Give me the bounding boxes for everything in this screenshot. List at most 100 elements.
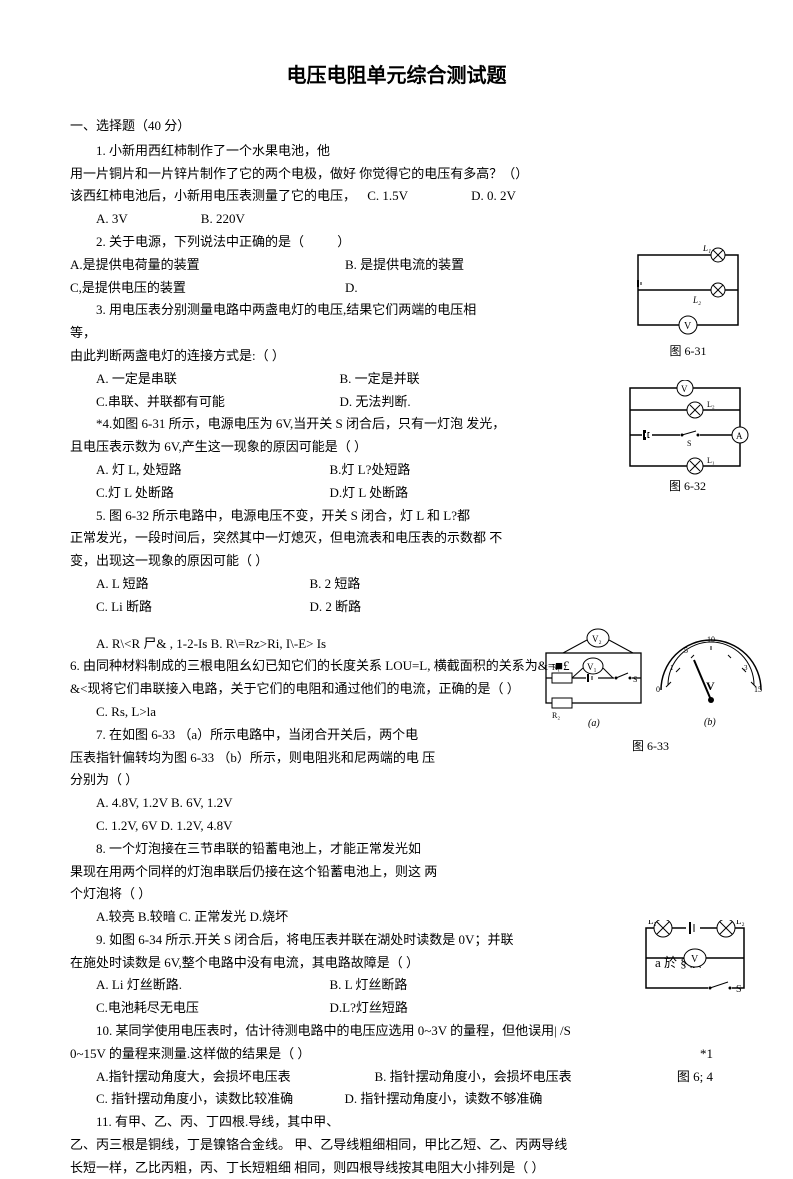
q2-opts-row1: A.是提供电荷量的装置 B. 是提供电流的装置 [70, 255, 723, 276]
svg-text:L₂: L₂ [707, 400, 715, 409]
svg-text:15: 15 [754, 685, 762, 694]
q7-opts1: A. 4.8V, 1.2V B. 6V, 1.2V [70, 793, 723, 814]
figure-6-31-caption: 图 6-31 [628, 342, 748, 361]
svg-text:S: S [633, 675, 637, 684]
q5-optA: A. L 短路 [96, 574, 310, 595]
figure-6-34: L₁ L₂ V S [638, 920, 753, 1000]
q8-opts: A.较亮 B.较暗 C. 正常发光 D.烧坏 [70, 907, 723, 928]
q1-optB: B. 220V [201, 211, 245, 226]
q10-lead: 10. 某同学使用电压表时，估计待测电路中的电压应选用 0~3V 的量程，但他误… [70, 1021, 723, 1042]
svg-text:(b): (b) [704, 717, 716, 728]
svg-text:0: 0 [656, 685, 660, 694]
figure-6-32: V L₂ S A L₁ 图 6-32 [620, 380, 755, 496]
q9-opts-ab: A. Li 灯丝断路. B. L 灯丝断路 [70, 975, 723, 996]
section-1-header: 一、选择题（40 分） [70, 116, 723, 137]
q9-line2: 在施处时读数是 6V,整个电路中没有电流，其电路故障是（ ） a 於 § 於 [70, 953, 723, 974]
q5-optD: D. 2 断路 [310, 597, 524, 618]
q10-optC: C. 指针摆动角度小，读数比较准确 [96, 1089, 345, 1110]
svg-text:L₂: L₂ [692, 295, 701, 305]
q1-line3: 该西红柿电池后，小新用电压表测量了它的电压， C. 1.5V D. 0. 2V [70, 186, 723, 207]
q10-optD: D. 指针摆动角度小，读数不够准确 [345, 1089, 594, 1110]
q9-optA: A. Li 灯丝断路. [96, 975, 330, 996]
q1-opts-ab: A. 3V B. 220V [70, 209, 723, 230]
q8-line2: 果现在用两个同样的灯泡串联后仍接在这个铅蓄电池上，则这 两 [70, 862, 723, 883]
q10-figlabel: 图 6; 4 [653, 1067, 713, 1088]
figure-6-31: L₁ L₂ V 图 6-31 [628, 245, 748, 361]
q1-optC: C. 1.5V [367, 188, 408, 203]
q5-opts-ab: A. L 短路 B. 2 短路 [70, 574, 723, 595]
q2-optD: D. [345, 278, 358, 299]
circuit-6-32-svg: V L₂ S A L₁ [620, 380, 755, 475]
q9-lead: 9. 如图 6-34 所示.开关 S 闭合后，将电压表并联在湖处时读数是 0V；… [70, 930, 723, 951]
q7-line3: 分别为（ ） [70, 770, 723, 791]
q5-line3: 变，出现这一现象的原因可能（ ） [70, 551, 723, 572]
q4-optA: A. 灯 L, 处短路 [96, 460, 330, 481]
q5-lead: 5. 图 6-32 所示电路中，电源电压不变，开关 S 闭合，灯 L 和 L?都 [70, 506, 723, 527]
q11-lead: 11. 有甲、乙、丙、丁四根.导线，其中甲、 [70, 1112, 723, 1133]
q2-optA: A.是提供电荷量的装置 [70, 257, 200, 272]
q2-opts-row2: C,是提供电压的装置 D. [70, 278, 723, 299]
q7-opts2: C. 1.2V, 6V D. 1.2V, 4.8V [70, 816, 723, 837]
q3-lead: 3. 用电压表分别测量电路中两盏电灯的电压,结果它们两端的电压相 [70, 300, 723, 321]
q10-opts-cd: C. 指针摆动角度小，读数比较准确 D. 指针摆动角度小，读数不够准确 [70, 1089, 723, 1110]
figure-6-33-caption: 图 6-33 [538, 737, 763, 756]
svg-text:S: S [736, 984, 742, 995]
svg-text:L₁: L₁ [648, 920, 657, 926]
q3-line3: 由此判断两盏电灯的连接方式是:（ ） [70, 346, 723, 367]
q3-line2: 等， [70, 323, 723, 344]
q2-lead-text: 2. 关于电源，下列说法中正确的是（ [96, 234, 304, 249]
figure-6-32-caption: 图 6-32 [620, 477, 755, 496]
q1-line1: 1. 小新用西红柿制作了一个水果电池，他 [70, 141, 723, 162]
q8-line3: 个灯泡将（ ） [70, 884, 723, 905]
q5-line2: 正常发光，一段时间后，突然其中一灯熄灭，但电流表和电压表的示数都 不 [70, 528, 723, 549]
q10-line2b: *1 [700, 1044, 713, 1065]
svg-text:V₂: V₂ [592, 634, 602, 644]
svg-text:V₁: V₁ [587, 662, 597, 672]
svg-text:5: 5 [684, 646, 688, 655]
q1-line3a: 该西红柿电池后，小新用电压表测量了它的电压， [70, 188, 356, 203]
circuit-6-34-svg: L₁ L₂ V S [638, 920, 753, 1000]
svg-text:1: 1 [670, 664, 674, 672]
q5-optC: C. Li 断路 [96, 597, 310, 618]
circuit-6-33-svg: V₂ R₁ V₁ S R₂ (a) [538, 620, 763, 735]
q4-optC: C.灯 L 处断路 [96, 483, 330, 504]
q11-line3: 长短一样，乙比丙粗，丙、丁长短粗细 相同，则四根导线按其电阻大小排列是（ ） [70, 1158, 723, 1179]
q5-opts-cd: C. Li 断路 D. 2 断路 [70, 597, 723, 618]
page-title: 电压电阻单元综合测试题 [70, 60, 723, 92]
q10-line2a: 0~15V 的量程来测量.这样做的结果是（ ） [70, 1046, 310, 1061]
q3-optD: D. 无法判断. [340, 392, 584, 413]
q4-optD: D.灯 L 处断路 [330, 483, 564, 504]
q5-optB: B. 2 短路 [310, 574, 524, 595]
svg-text:R₁: R₁ [552, 663, 560, 672]
q1-optD: D. 0. 2V [471, 188, 516, 203]
q2-paren: ） [337, 234, 350, 249]
q8-lead: 8. 一个灯泡接在三节串联的铅蓄电池上，才能正常发光如 [70, 839, 723, 860]
svg-text:A: A [736, 431, 743, 441]
svg-text:L₂: L₂ [736, 920, 745, 926]
circuit-6-31-svg: L₁ L₂ V [628, 245, 748, 340]
q3-optC: C.串联、并联都有可能 [96, 392, 340, 413]
svg-text:V: V [684, 321, 692, 332]
q9-optD: D.L?灯丝短路 [330, 998, 564, 1019]
svg-text:V: V [681, 384, 688, 394]
figure-6-33: V₂ R₁ V₁ S R₂ (a) [538, 620, 763, 756]
q9-opts-cd: C.电池耗尽无电压 D.L?灯丝短路 [70, 998, 723, 1019]
svg-text:3: 3 [744, 664, 748, 672]
svg-text:S: S [687, 439, 691, 448]
svg-text:V: V [691, 954, 699, 965]
q10-optA: A.指针摆动角度大，会损坏电压表 [96, 1067, 375, 1088]
svg-text:V: V [706, 679, 715, 693]
q1-optA: A. 3V [96, 211, 128, 226]
q2-optB: B. 是提供电流的装置 [345, 255, 464, 276]
q3-optA: A. 一定是串联 [96, 369, 340, 390]
q9-optC: C.电池耗尽无电压 [96, 998, 330, 1019]
q9-optB: B. L 灯丝断路 [330, 975, 564, 996]
svg-text:L₁: L₁ [707, 456, 715, 465]
q1-line2: 用一片铜片和一片锌片制作了它的两个电极，做好 你觉得它的电压有多高？（） [70, 164, 723, 185]
svg-text:L₁: L₁ [702, 245, 711, 253]
svg-text:R₂: R₂ [552, 711, 560, 720]
q10-optB: B. 指针摆动角度小，会损坏电压表 [375, 1067, 654, 1088]
q10-opts-ab: A.指针摆动角度大，会损坏电压表 B. 指针摆动角度小，会损坏电压表 图 6; … [70, 1067, 723, 1088]
svg-text:(a): (a) [588, 718, 600, 729]
q4-optB: B.灯 L?处短路 [330, 460, 564, 481]
